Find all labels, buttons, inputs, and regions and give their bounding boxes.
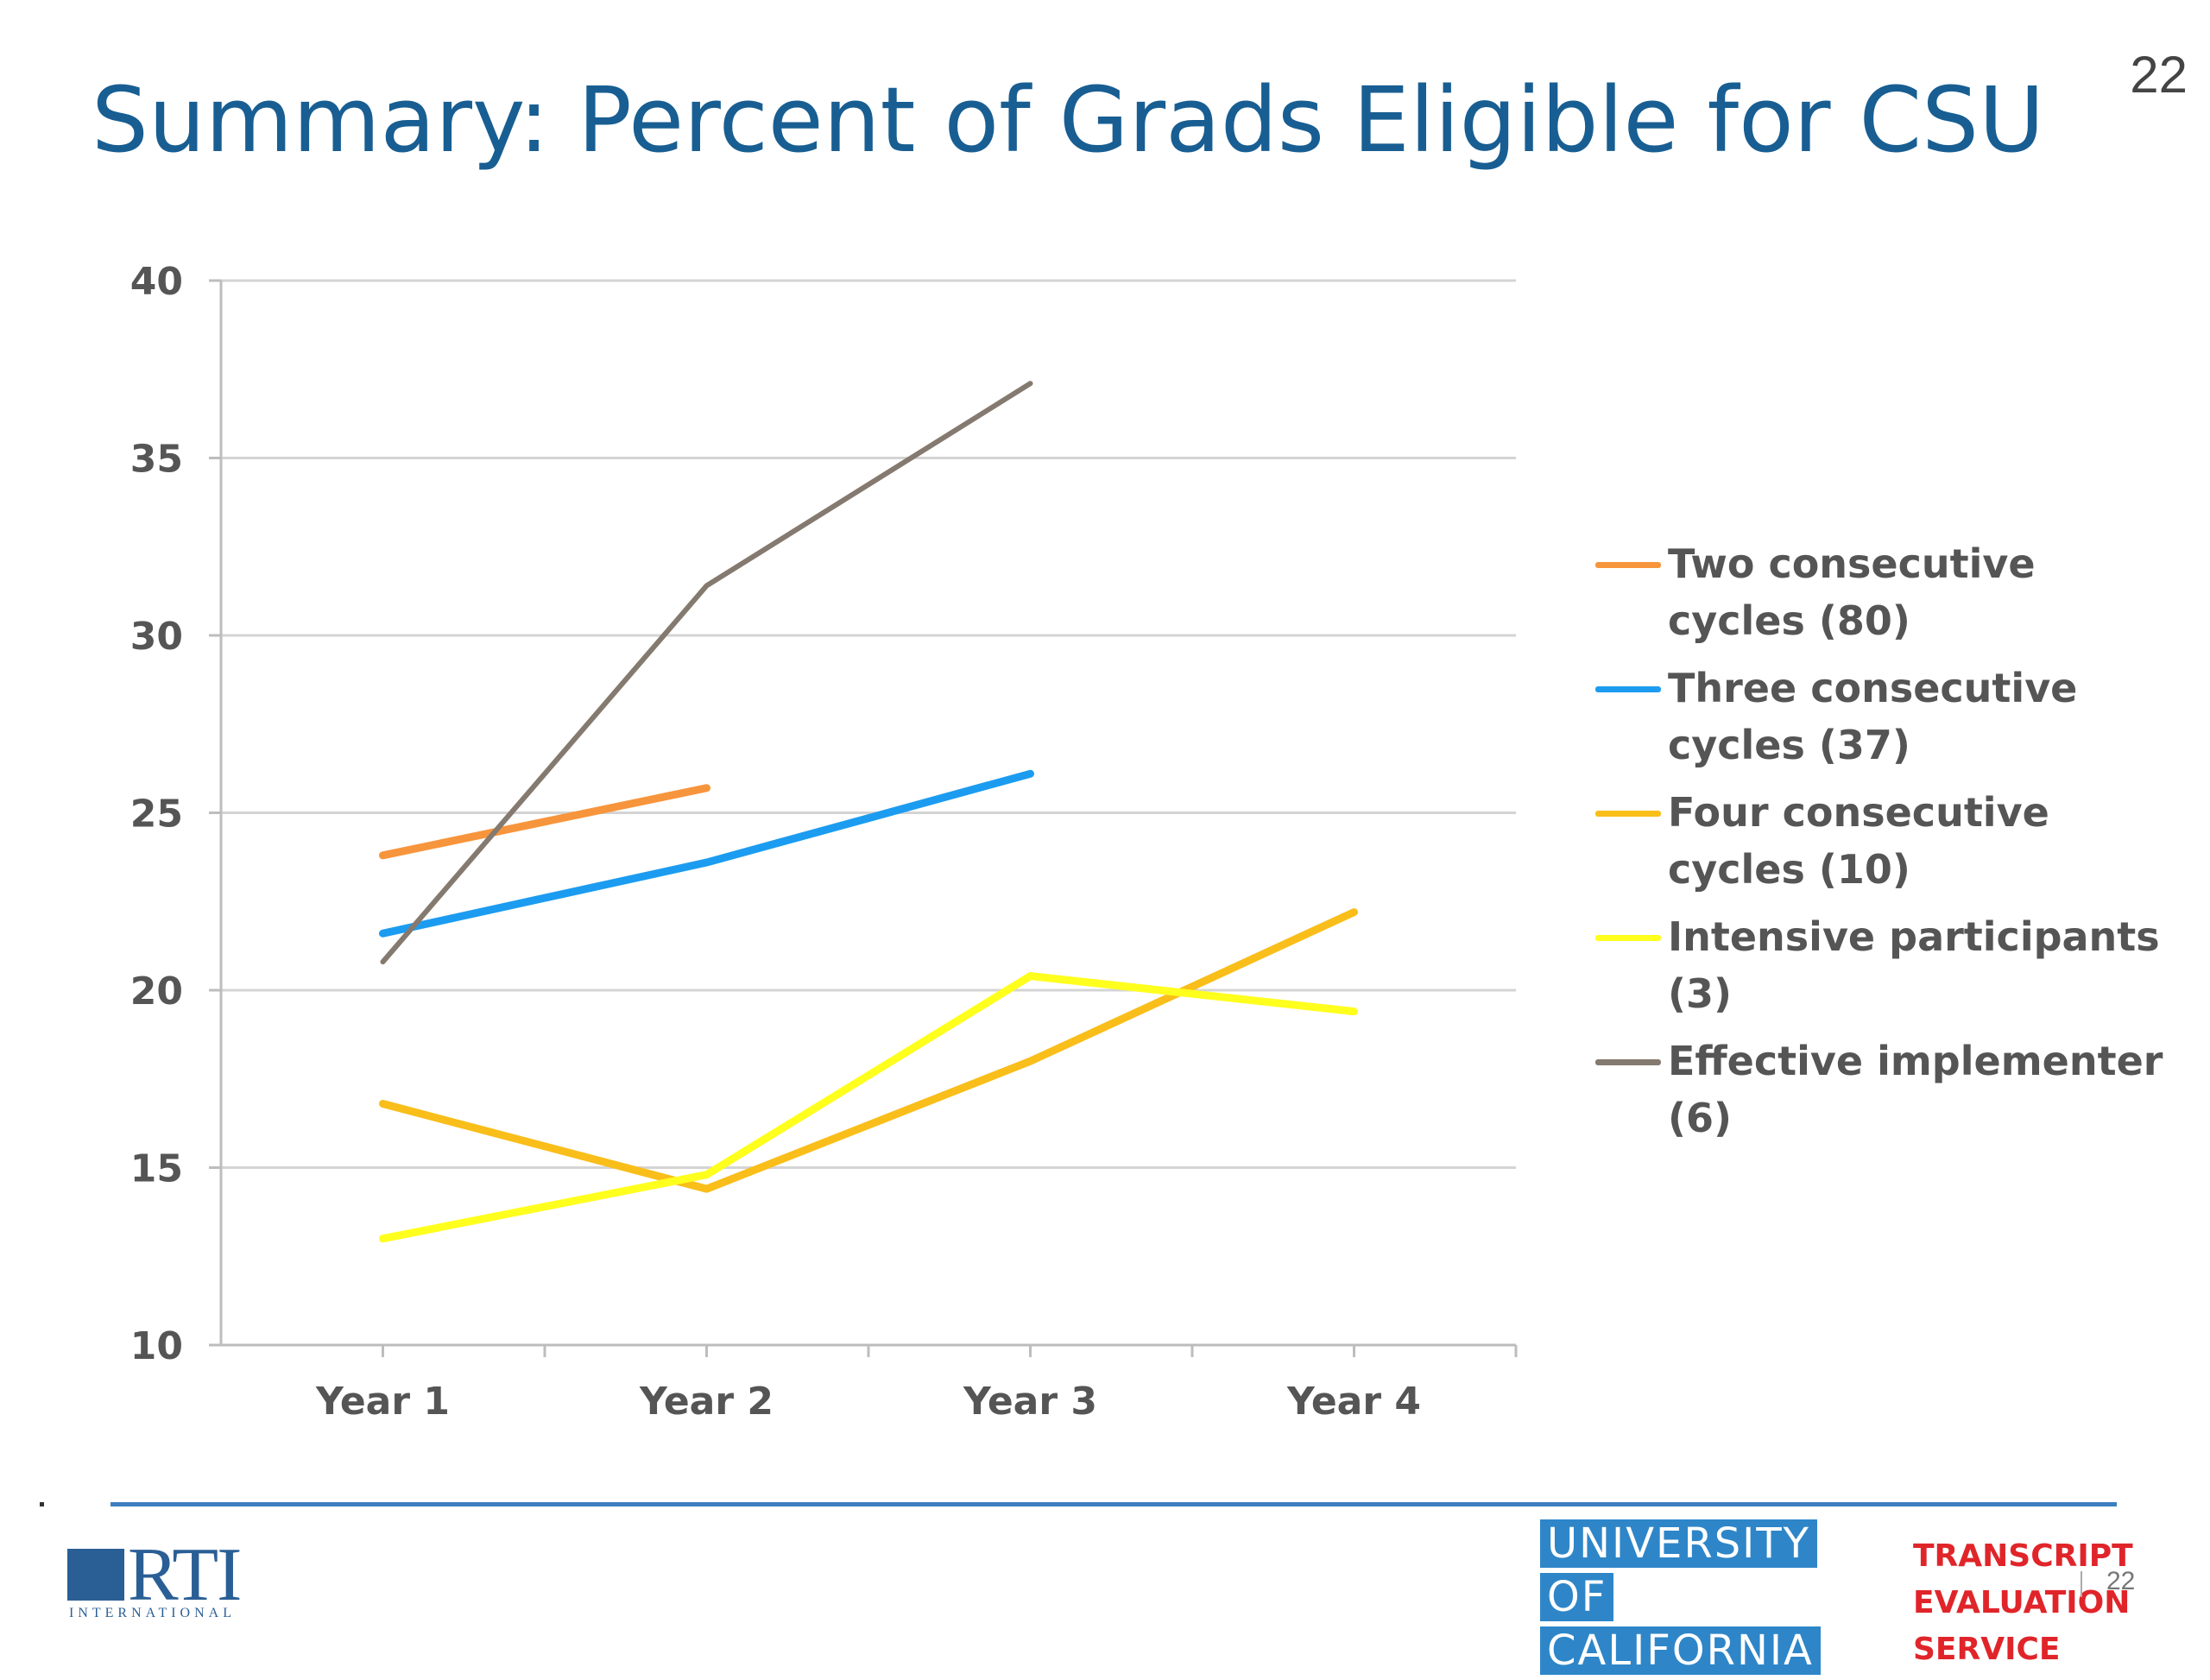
legend-swatch xyxy=(1595,1059,1661,1065)
legend-label: Two consecutive cycles (80) xyxy=(1668,540,2036,644)
legend-item: Intensive participants (3) xyxy=(1595,908,2182,1022)
page-number: 22 xyxy=(2130,46,2188,104)
tes-logo-line: EVALUATION xyxy=(1913,1585,2131,1620)
x-tick-label: Year 3 xyxy=(963,1380,1097,1424)
stray-dot xyxy=(40,1502,44,1506)
x-tick-label: Year 2 xyxy=(639,1380,774,1424)
tes-logo-line: TRANSCRIPT xyxy=(1913,1538,2133,1574)
y-tick-label: 30 xyxy=(130,615,183,659)
university-of-california-logo: UNIVERSITY OF CALIFORNIA xyxy=(1540,1519,1821,1680)
line-chart: 10 15 20 25 30 35 40 Year 1 Year 2 Year 3 Year 4 xyxy=(130,260,1518,1424)
legend-swatch xyxy=(1595,811,1661,817)
y-tick-label: 15 xyxy=(130,1147,183,1191)
y-tick-label: 20 xyxy=(130,969,183,1014)
series-line xyxy=(379,769,1034,938)
uc-logo-line: UNIVERSITY xyxy=(1540,1519,1817,1568)
rti-logo: RTI INTERNATIONAL xyxy=(67,1533,266,1623)
x-tick-label: Year 4 xyxy=(1286,1380,1421,1424)
legend-item: Effective implementer (6) xyxy=(1595,1033,2182,1146)
slide-title: Summary: Percent of Grads Eligible for C… xyxy=(92,67,2045,173)
footer-tick xyxy=(2081,1571,2082,1597)
legend-swatch xyxy=(1595,686,1661,692)
x-tick-label: Year 1 xyxy=(315,1380,450,1424)
legend-item: Two consecutive cycles (80) xyxy=(1595,535,2182,649)
footer-page-number: 22 xyxy=(2106,1567,2136,1595)
legend-swatch xyxy=(1595,562,1661,568)
y-tick-label: 35 xyxy=(130,438,183,482)
rti-logo-text: RTI xyxy=(128,1533,242,1617)
uc-logo-line: CALIFORNIA xyxy=(1540,1626,1821,1675)
y-tick-label: 25 xyxy=(130,793,183,837)
tes-logo-line: SERVICE xyxy=(1913,1632,2061,1667)
y-tick-label: 10 xyxy=(130,1324,183,1368)
transcript-evaluation-service-logo: TRANSCRIPT EVALUATION SERVICE xyxy=(1913,1533,2133,1673)
legend-item: Four consecutive cycles (10) xyxy=(1595,784,2182,898)
legend-label: Four consecutive cycles (10) xyxy=(1668,789,2049,893)
legend-label: Intensive participants (3) xyxy=(1668,913,2160,1017)
series-line xyxy=(379,784,710,860)
legend-label: Effective implementer (6) xyxy=(1668,1038,2163,1141)
series-line xyxy=(379,908,1358,1193)
legend-swatch xyxy=(1595,935,1661,941)
series-line xyxy=(380,381,1033,965)
series-line xyxy=(379,972,1358,1243)
chart-legend: Two consecutive cycles (80) Three consecu… xyxy=(1595,535,2182,1157)
rti-logo-subtitle: INTERNATIONAL xyxy=(69,1606,236,1620)
footer-divider xyxy=(110,1502,2117,1506)
uc-logo-line: OF xyxy=(1540,1573,1614,1621)
legend-item: Three consecutive cycles (37) xyxy=(1595,660,2182,774)
y-tick-label: 40 xyxy=(130,260,183,304)
rti-logo-mark xyxy=(67,1549,124,1601)
legend-label: Three consecutive cycles (37) xyxy=(1668,665,2078,768)
